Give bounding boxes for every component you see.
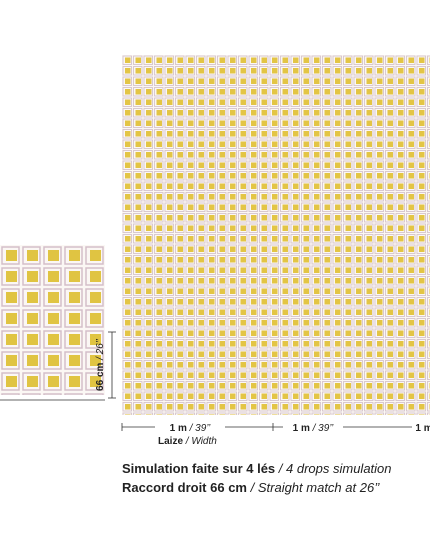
width-caption-en: / Width — [185, 436, 217, 447]
wallpaper-simulation — [122, 55, 430, 415]
width-metric: 1 m — [415, 423, 430, 434]
width-label: 1 m — [415, 423, 430, 434]
height-imperial: / 26’’ — [95, 338, 106, 361]
width-caption-fr: Laize — [158, 436, 183, 447]
width-label: 1 m / 39’’ — [293, 423, 335, 434]
caption-fr: Simulation faite sur 4 lés — [122, 461, 275, 476]
height-label: 66 cm / 26’’ — [95, 338, 106, 391]
width-label: 1 m / 39’’ — [170, 423, 212, 434]
width-imperial: / 39’’ — [189, 423, 212, 434]
caption-en: / Straight match at 26’’ — [250, 480, 381, 495]
width-metric: 1 m — [170, 423, 187, 434]
width-metric: 1 m — [293, 423, 310, 434]
width-caption: Laize / Width — [158, 436, 217, 447]
caption-en: / 4 drops simulation — [278, 461, 392, 476]
caption-line: Simulation faite sur 4 lés / 4 drops sim… — [122, 461, 392, 476]
width-imperial: / 39’’ — [312, 423, 335, 434]
height-metric: 66 cm — [95, 362, 106, 390]
caption-fr: Raccord droit 66 cm — [122, 480, 247, 495]
sample-swatch — [0, 245, 105, 395]
caption-line: Raccord droit 66 cm / Straight match at … — [122, 480, 381, 495]
